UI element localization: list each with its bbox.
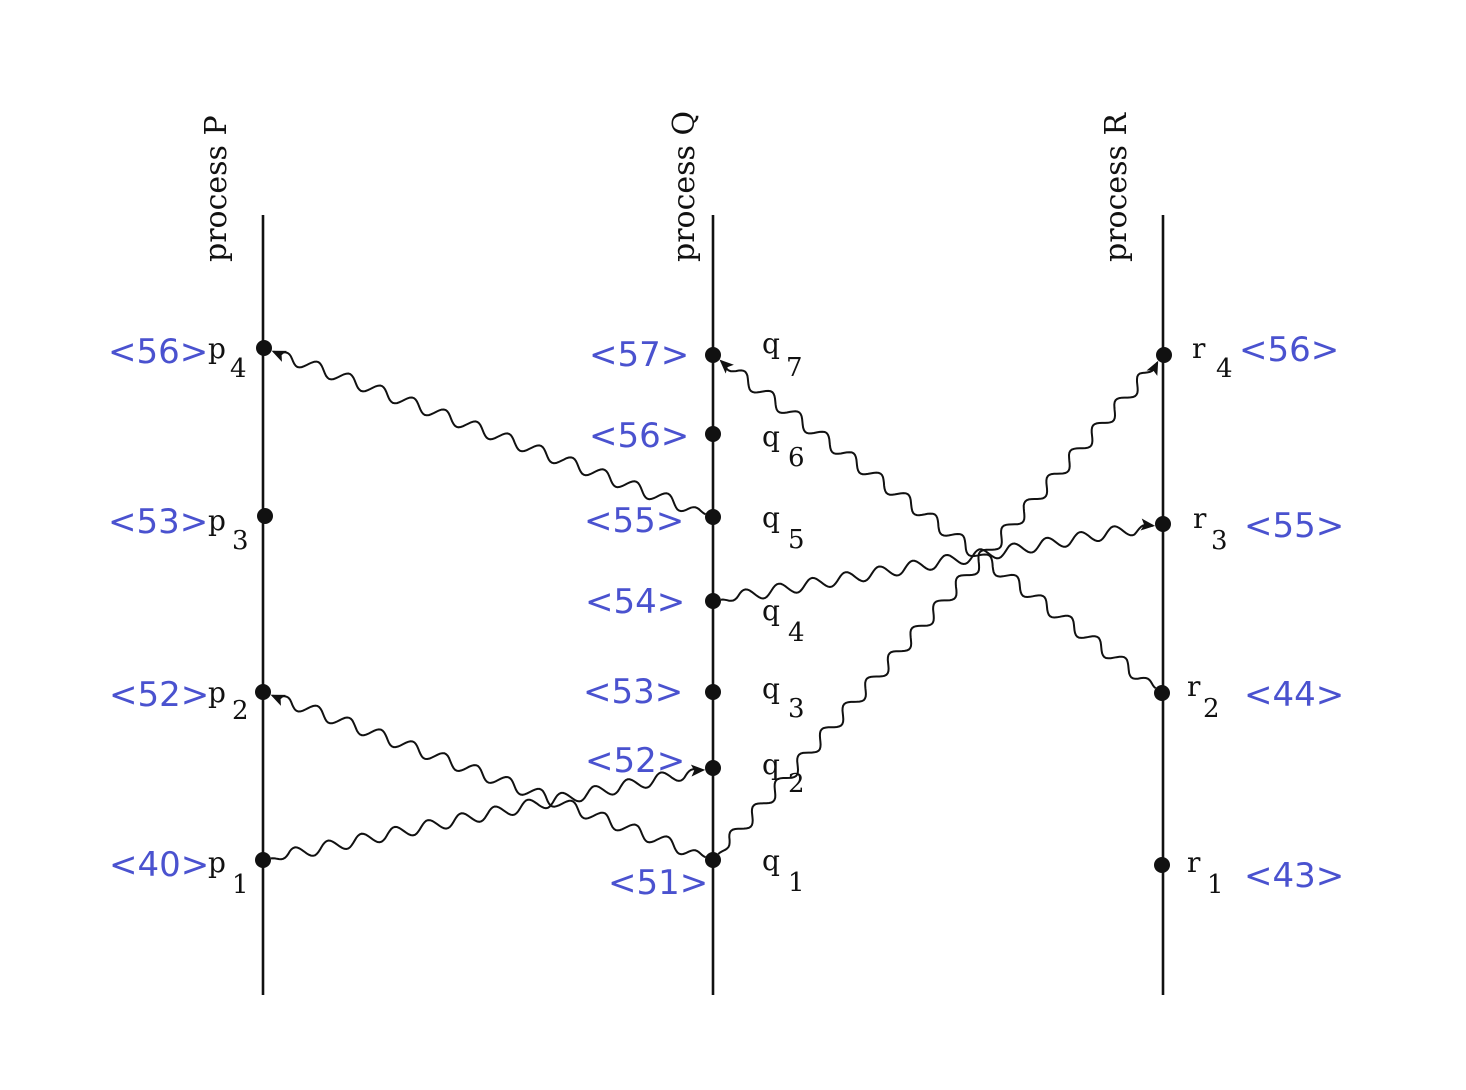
timestamp-r2: <44> (1244, 675, 1344, 715)
message-arrow-q4-to-r3 (720, 518, 1156, 602)
event-dot-q3 (705, 684, 721, 700)
message-arrows (270, 350, 1159, 861)
event-dot-q4 (705, 593, 721, 609)
event-dot-r3 (1155, 516, 1171, 532)
event-label-p3: p (208, 504, 226, 537)
event-label-q5: q (762, 501, 780, 534)
timestamp-p3: <53> (108, 502, 208, 542)
timestamp-q4: <54> (585, 582, 685, 622)
event-sub-q2: 2 (788, 769, 805, 799)
event-label-r1: r (1187, 846, 1201, 879)
event-sub-p4: 4 (230, 354, 247, 384)
event-dot-p4 (256, 340, 272, 356)
event-sub-q1: 1 (788, 868, 805, 898)
timestamp-p4: <56> (108, 332, 208, 372)
event-label-p1: p (208, 846, 226, 879)
event-dot-q1 (705, 852, 721, 868)
event-sub-r4: 4 (1216, 354, 1233, 384)
message-arrow-q1-to-r4 (717, 360, 1159, 855)
event-sub-q4: 4 (788, 618, 805, 648)
event-sub-q5: 5 (788, 525, 805, 555)
message-arrow-r2-to-q7 (719, 359, 1157, 689)
event-label-q1: q (762, 844, 780, 877)
event-label-r4: r (1192, 332, 1206, 365)
timestamp-p2: <52> (109, 675, 209, 715)
timestamp-q3: <53> (583, 672, 683, 712)
timestamp-r1: <43> (1244, 856, 1344, 896)
event-label-q7: q (762, 327, 780, 360)
timestamp-q5: <55> (584, 501, 684, 541)
event-dot-p2 (255, 684, 271, 700)
event-label-q3: q (762, 672, 780, 705)
event-label-p4: p (208, 332, 226, 365)
event-dot-q5 (705, 509, 721, 525)
timestamp-q2: <52> (585, 741, 685, 781)
event-dot-p1 (255, 852, 271, 868)
event-dot-r2 (1154, 685, 1170, 701)
event-sub-p1: 1 (232, 870, 249, 900)
event-label-q4: q (762, 594, 780, 627)
process-r-label: process R (1099, 112, 1134, 262)
event-sub-q3: 3 (788, 694, 805, 724)
timestamp-p1: <40> (109, 845, 209, 885)
message-arrow-q5-to-p4 (271, 350, 706, 516)
event-dot-r4 (1156, 347, 1172, 363)
event-sub-r3: 3 (1211, 526, 1228, 556)
process-q-label: process Q (667, 111, 702, 262)
event-label-q6: q (762, 420, 780, 453)
event-label-r3: r (1193, 502, 1207, 535)
event-sub-p2: 2 (232, 696, 249, 726)
event-label-q2: q (762, 748, 780, 781)
timestamp-q6: <56> (589, 416, 689, 456)
event-label-p2: p (208, 676, 226, 709)
timestamp-q1: <51> (608, 863, 708, 903)
message-arrow-q1-to-p2 (270, 694, 706, 859)
event-dot-q7 (705, 347, 721, 363)
event-dot-q2 (705, 760, 721, 776)
event-sub-r2: 2 (1203, 694, 1220, 724)
message-arrow-p1-to-q2 (270, 764, 706, 861)
event-dot-p3 (257, 508, 273, 524)
event-sub-p3: 3 (232, 526, 249, 556)
event-dot-q6 (705, 426, 721, 442)
timestamp-r4: <56> (1239, 330, 1339, 370)
event-dot-r1 (1154, 857, 1170, 873)
event-label-r2: r (1187, 670, 1201, 703)
event-sub-r1: 1 (1207, 870, 1224, 900)
timestamp-r3: <55> (1244, 506, 1344, 546)
timestamp-q7: <57> (589, 335, 689, 375)
event-sub-q6: 6 (788, 443, 805, 473)
event-sub-q7: 7 (786, 353, 803, 383)
process-p-label: process P (199, 115, 234, 262)
